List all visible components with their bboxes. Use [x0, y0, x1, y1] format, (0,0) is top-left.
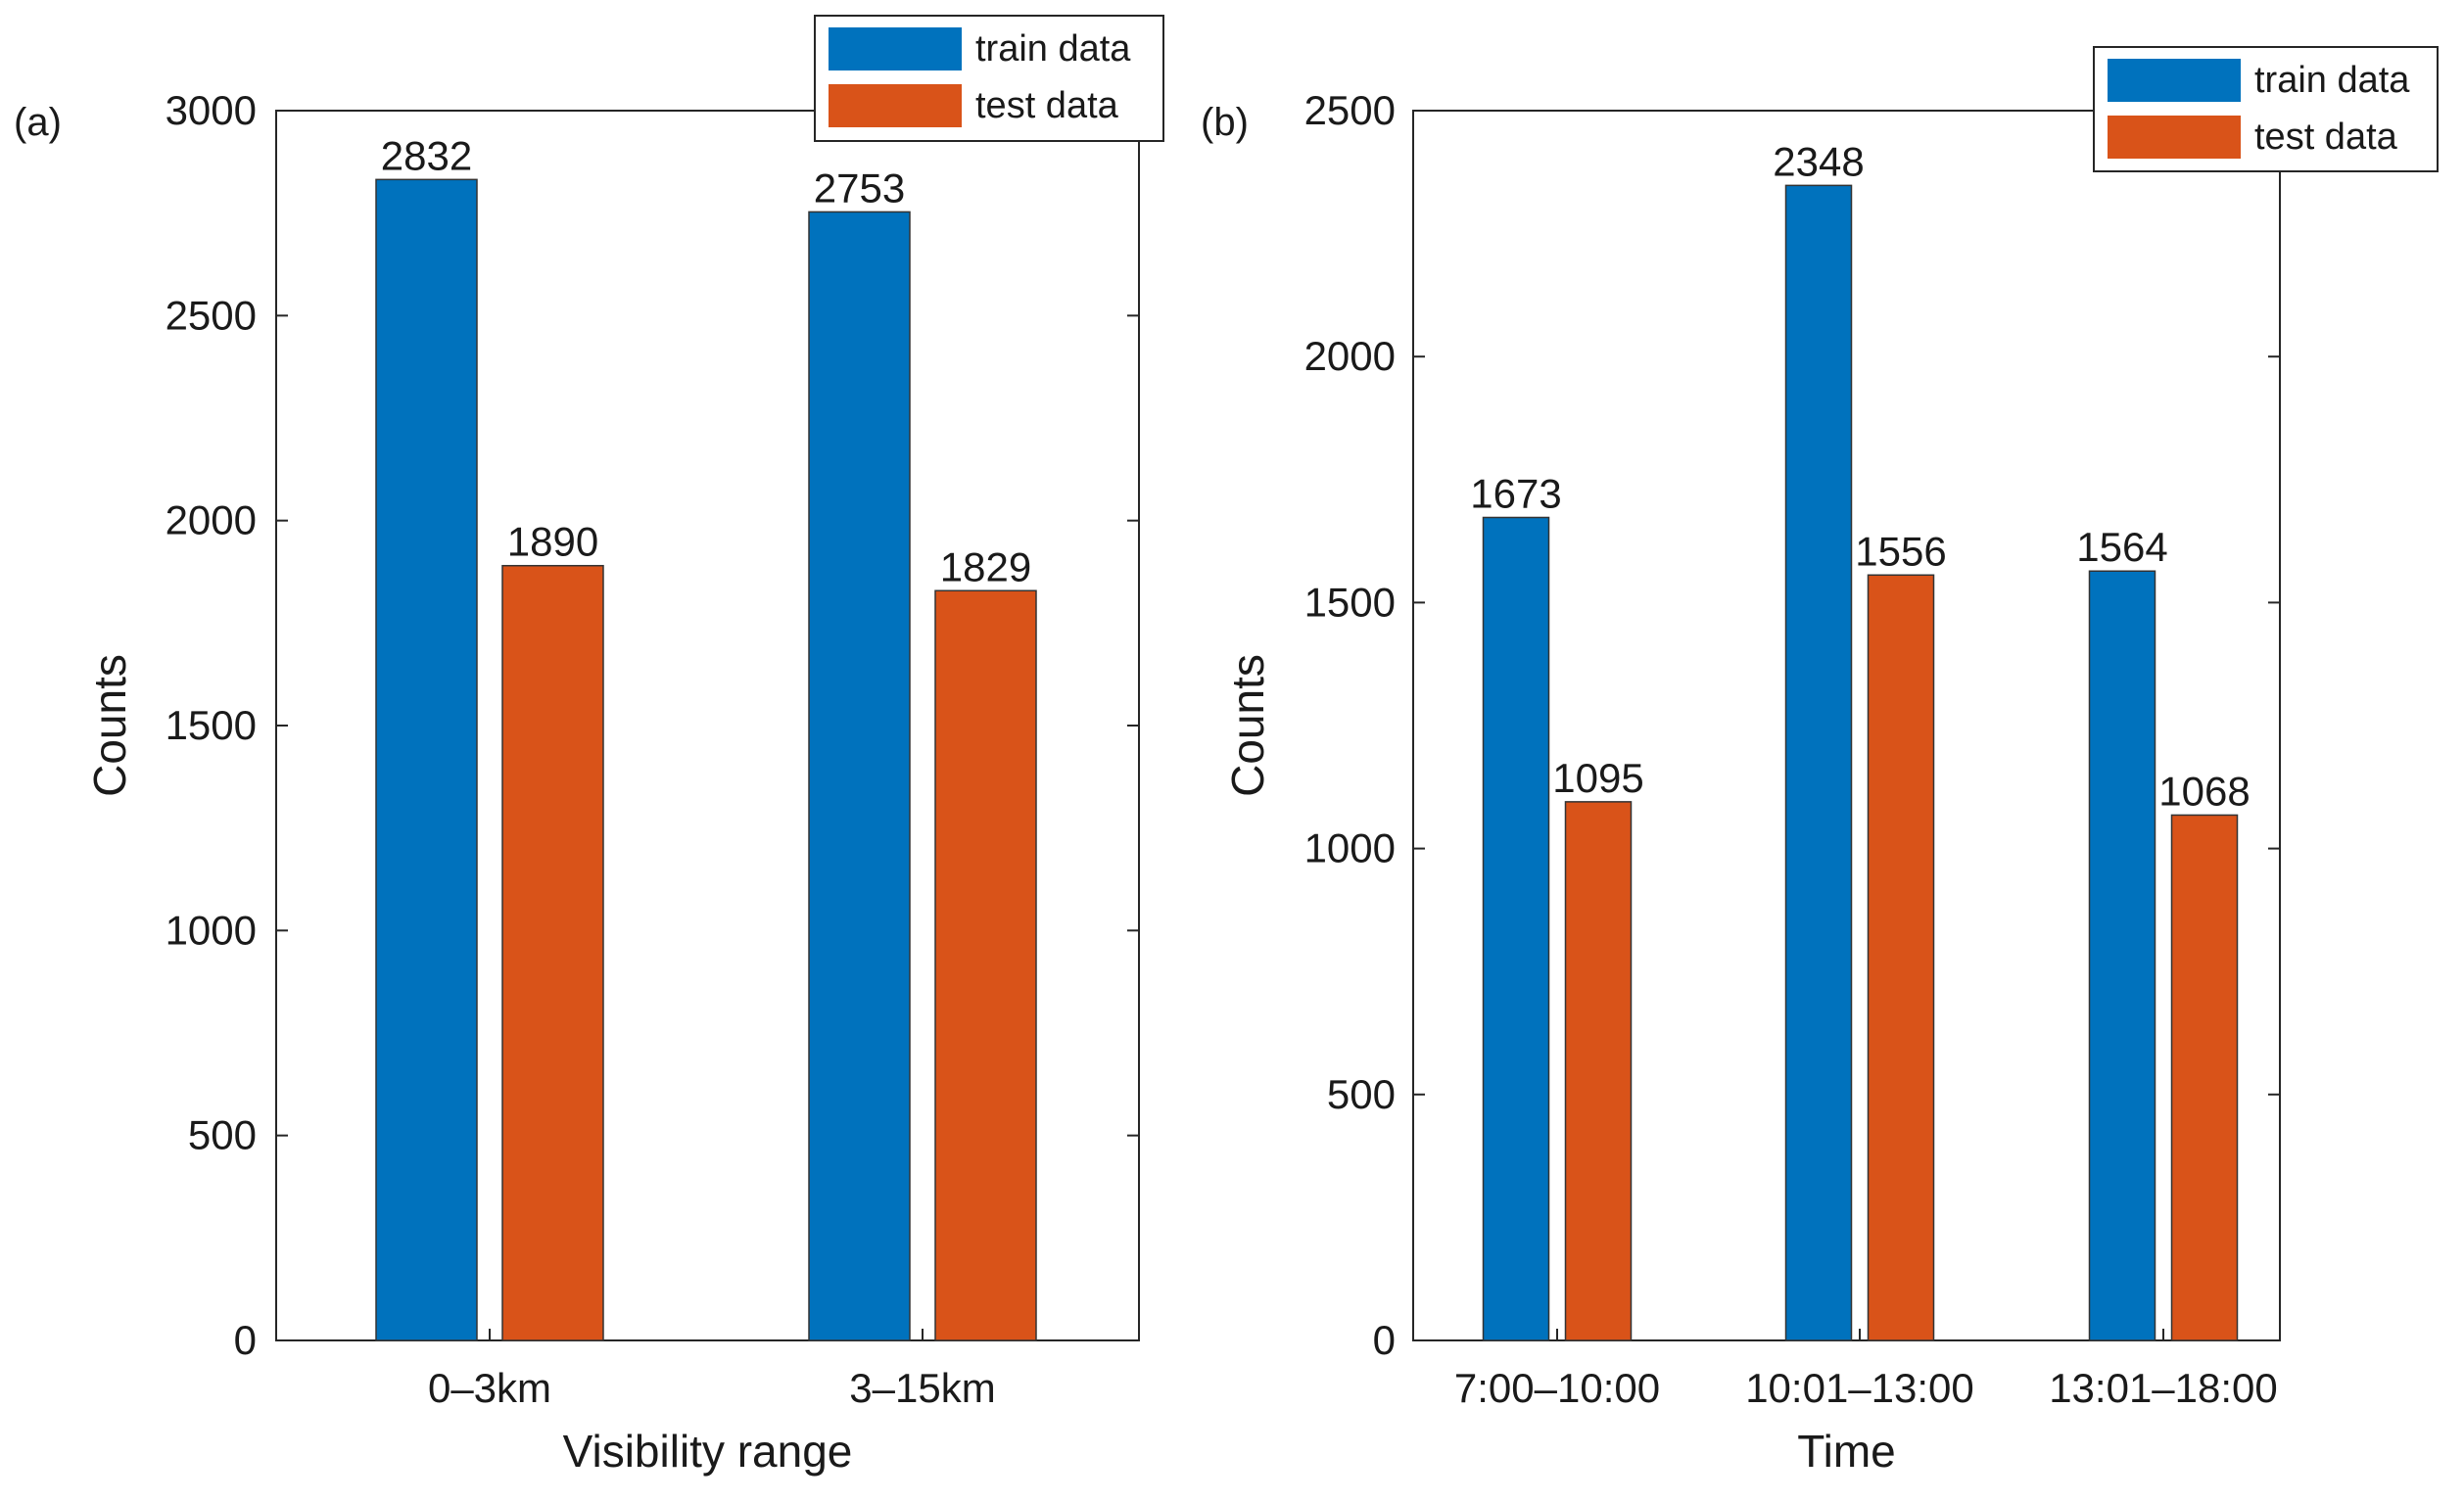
bar-test: [1867, 574, 1935, 1341]
panel-label: (b): [1201, 101, 1249, 144]
bar-train: [808, 211, 911, 1341]
data-label-train: 2753: [814, 164, 905, 211]
y-tick-label: 0: [1373, 1317, 1396, 1363]
data-label-test: 1095: [1552, 755, 1643, 801]
y-tick-label: 1000: [1304, 825, 1396, 871]
data-label-train: 2832: [381, 132, 472, 178]
legend-swatch-train: [2108, 59, 2241, 102]
legend-label-test: test data: [975, 85, 1119, 126]
panel-a: (a) 0 500 1000 1500 2000 2500 3000 0–3km 2832 1890…: [14, 15, 1164, 1477]
y-tick-label: 2000: [166, 497, 257, 543]
legend: train data test data: [2093, 46, 2439, 172]
bar-test: [934, 589, 1037, 1341]
data-label-train: 2348: [1773, 138, 1864, 184]
data-label-test: 1829: [940, 543, 1031, 589]
bar-train: [1482, 516, 1550, 1341]
panel-label: (a): [14, 101, 62, 144]
data-label-test: 1556: [1855, 528, 1946, 574]
x-tick-label: 7:00–10:00: [1454, 1365, 1660, 1411]
panel-b: (b) 0 500 1000 1500 2000 2500 7:00–10:00 1673 109…: [1201, 46, 2439, 1477]
y-tick-label: 3000: [166, 87, 257, 133]
legend-swatch-test: [2108, 116, 2241, 159]
y-axis-label: Counts: [84, 654, 135, 797]
x-axis-label: Time: [1797, 1426, 1896, 1477]
y-tick-label: 500: [188, 1112, 257, 1158]
y-tick-label: 2500: [1304, 87, 1396, 133]
y-tick-label: 2500: [166, 292, 257, 338]
x-tick-label: 0–3km: [428, 1365, 551, 1411]
x-tick-label: 13:01–18:00: [2049, 1365, 2278, 1411]
x-axis-label: Visibility range: [563, 1426, 853, 1477]
bar-train: [375, 178, 478, 1341]
legend-label-train: train data: [975, 28, 1131, 70]
y-tick-label: 0: [234, 1317, 257, 1363]
y-axis-label: Counts: [1222, 654, 1273, 797]
x-tick-label: 10:01–13:00: [1745, 1365, 1974, 1411]
legend-swatch-test: [829, 84, 962, 127]
y-tick-label: 1000: [166, 907, 257, 953]
bar-test: [2170, 814, 2239, 1341]
data-label-train: 1564: [2076, 524, 2167, 570]
legend: train data test data: [814, 15, 1164, 142]
legend-label-test: test data: [2254, 117, 2398, 158]
bar-train: [1784, 184, 1853, 1341]
data-label-train: 1673: [1470, 470, 1561, 516]
y-tick-label: 2000: [1304, 333, 1396, 379]
y-tick-label: 1500: [166, 702, 257, 748]
data-label-test: 1068: [2158, 768, 2250, 814]
y-tick-label: 500: [1327, 1071, 1396, 1117]
y-tick-label: 1500: [1304, 579, 1396, 625]
bar-train: [2088, 570, 2156, 1341]
bar-test: [1564, 801, 1633, 1341]
legend-label-train: train data: [2254, 60, 2410, 101]
bar-test: [501, 564, 604, 1341]
x-tick-label: 3–15km: [849, 1365, 995, 1411]
data-label-test: 1890: [507, 519, 598, 565]
legend-swatch-train: [829, 27, 962, 70]
